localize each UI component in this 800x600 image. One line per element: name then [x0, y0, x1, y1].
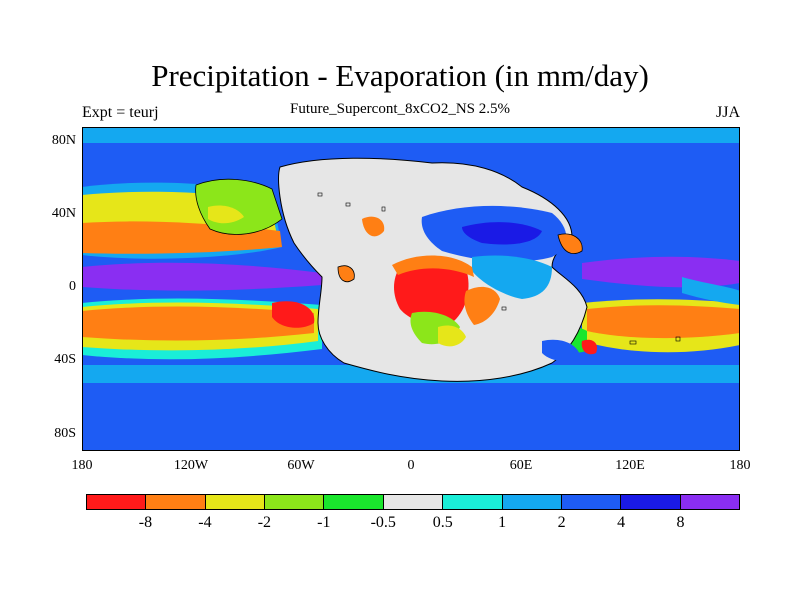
south-red-patch [272, 301, 315, 328]
colorbar-label: 8 [676, 514, 685, 531]
colorbar-swatch [443, 495, 503, 509]
y-tick-label: 40S [54, 352, 76, 367]
y-tick-label: 40N [51, 206, 76, 221]
island-outline [501, 306, 507, 311]
colorbar-label: -0.5 [370, 514, 396, 531]
north-yellow-patch [208, 205, 244, 224]
x-tick-label: 60W [287, 458, 315, 473]
plot-title: Precipitation - Evaporation (in mm/day) [151, 58, 649, 93]
west-pacific-arc [682, 277, 740, 305]
island-outline [675, 336, 681, 342]
itcz-east [582, 256, 740, 288]
southeast-islands [542, 339, 580, 361]
island-outline [345, 202, 351, 207]
colorbar-swatch [502, 495, 562, 509]
east-red-dot [581, 339, 598, 355]
colorbar-swatch [561, 495, 622, 509]
y-tick-label: 80S [54, 426, 76, 441]
interior-light-blue [472, 255, 552, 299]
experiment-label: Expt = teurj [82, 104, 159, 121]
x-tick-label: 120E [615, 458, 645, 473]
colorbar-label: 0.5 [432, 514, 453, 531]
island-outline [317, 192, 323, 197]
east-coast-orange [557, 233, 583, 254]
season-label: JJA [715, 104, 740, 121]
island-outline [629, 340, 637, 345]
colorbar-label: -2 [257, 514, 272, 531]
map-frame [82, 127, 740, 451]
x-tick-label: 60E [509, 458, 533, 473]
colorbar-label: 2 [557, 514, 566, 531]
colorbar-label: 4 [617, 514, 626, 531]
colorbar-label: 1 [498, 514, 507, 531]
colorbar-swatch [205, 495, 266, 509]
colorbar-swatch [324, 495, 384, 509]
x-tick-label: 180 [729, 458, 751, 473]
colorbar-label: -1 [317, 514, 331, 531]
itcz-band [82, 262, 322, 291]
colorbar-swatch [621, 495, 681, 509]
south-yellow-patch [438, 325, 466, 347]
colorbar-swatch [383, 495, 444, 509]
africa-red-patch [394, 258, 469, 324]
africa-orange-rim [392, 255, 474, 277]
island-outline [381, 206, 386, 212]
colorbar-swatch [146, 495, 206, 509]
colorbar-label: -4 [198, 514, 212, 531]
colorbar-label: -8 [138, 514, 153, 531]
colorbar [86, 494, 740, 510]
x-tick-label: 0 [407, 458, 415, 473]
y-tick-label: 80N [51, 133, 76, 148]
plot-subtitle: Future_Supercont_8xCO2_NS 2.5% [290, 101, 510, 117]
small-orange-island [337, 265, 355, 283]
y-tick-label: 0 [69, 279, 76, 294]
mid-orange-patch [362, 216, 385, 237]
central-darkblue-patch [462, 222, 542, 245]
colorbar-swatch [265, 495, 325, 509]
map-field [82, 127, 740, 451]
colorbar-swatch [87, 495, 147, 509]
x-tick-label: 120W [173, 458, 209, 473]
south-orange-band [82, 306, 314, 341]
arctic-band [82, 127, 740, 143]
colorbar-swatch [680, 495, 739, 509]
east-south-orange [587, 305, 740, 339]
southeast-orange-patch [464, 286, 500, 325]
x-tick-label: 180 [71, 458, 93, 473]
